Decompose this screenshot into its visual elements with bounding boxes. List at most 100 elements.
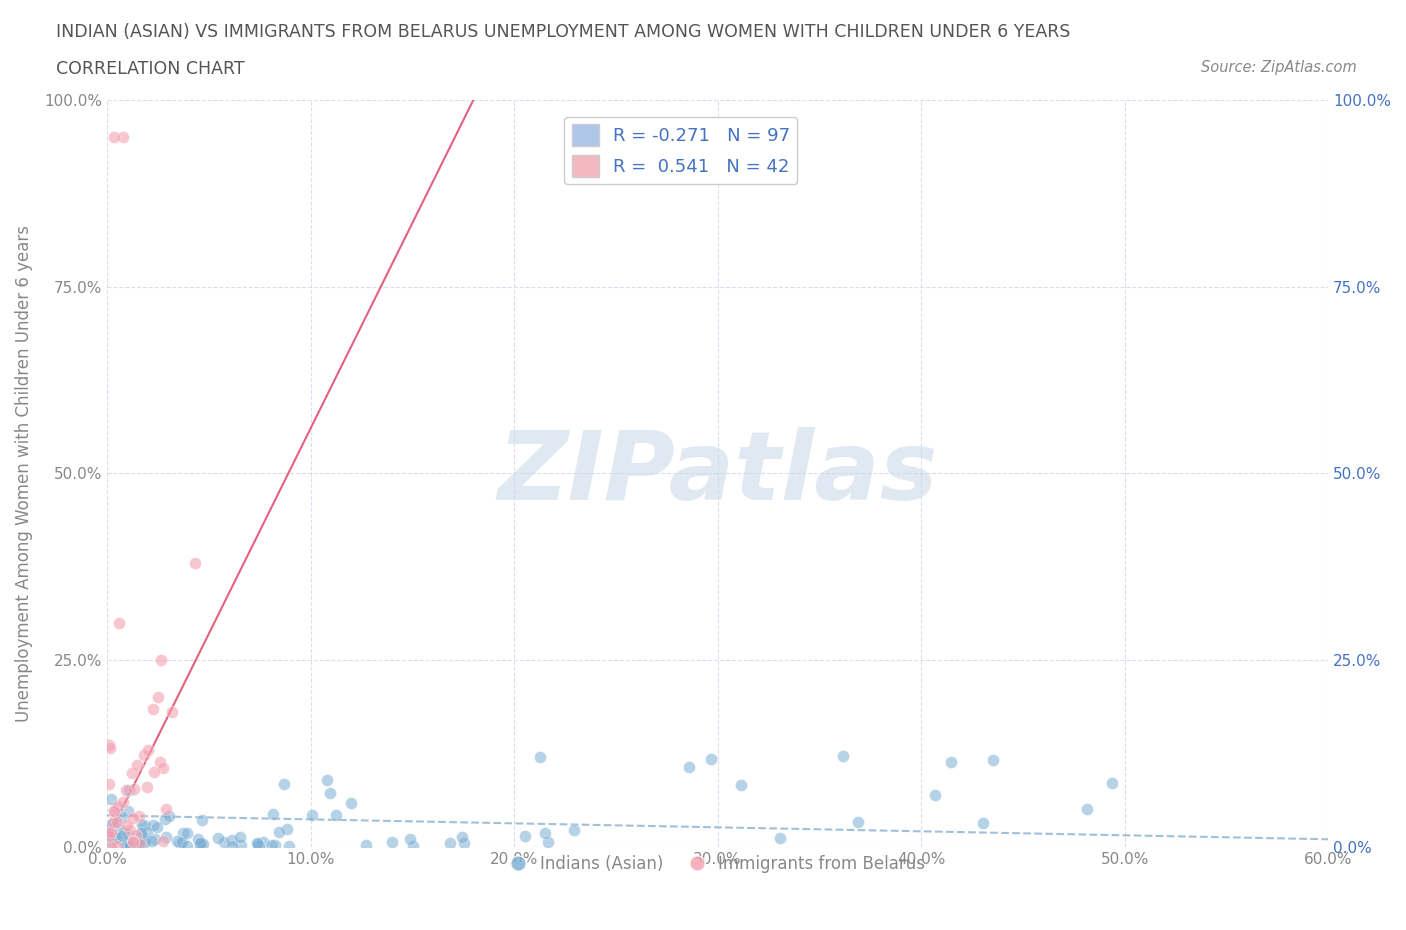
Point [118,839,141,854]
Point [100,825,122,840]
Point [107,839,129,854]
Point [107,801,129,816]
Point [176,839,198,854]
Point [121,765,143,780]
Point [267,824,290,839]
Point [273,777,295,791]
Point [98,777,121,791]
Point [107,799,129,814]
Point [264,838,287,853]
Point [120,835,142,850]
Point [98,740,121,755]
Point [127,757,149,772]
Text: INDIAN (ASIAN) VS IMMIGRANTS FROM BELARUS UNEMPLOYMENT AMONG WOMEN WITH CHILDREN: INDIAN (ASIAN) VS IMMIGRANTS FROM BELARU… [56,23,1070,41]
Point [153,812,176,827]
Point [187,831,209,846]
Point [152,833,174,848]
Text: CORRELATION CHART: CORRELATION CHART [56,60,245,78]
Point [105,830,128,845]
Point [142,701,165,716]
Point [276,822,298,837]
Point [439,836,461,851]
Point [221,832,243,847]
Point [125,828,148,843]
Point [207,830,229,845]
Point [129,836,152,851]
Point [98,820,121,835]
Point [136,742,159,757]
Point [128,808,150,823]
Point [146,820,169,835]
Point [131,817,153,832]
Point [152,761,174,776]
Point [193,836,215,851]
Point [128,836,150,851]
Point [131,829,153,844]
Point [229,830,252,844]
Point [515,829,537,844]
Point [132,748,155,763]
Point [118,823,141,838]
Point [134,834,156,849]
Point [98,826,121,841]
Point [121,811,143,826]
Point [191,813,214,828]
Point [176,826,198,841]
Point [832,749,855,764]
Point [100,839,122,854]
Y-axis label: Unemployment Among Women with Children Under 6 years: Unemployment Among Women with Children U… [15,225,32,722]
Point [117,817,139,832]
Point [301,807,323,822]
Point [111,809,134,824]
Point [246,836,269,851]
Point [730,777,752,792]
Point [101,830,124,844]
Point [160,705,183,720]
Point [112,130,135,145]
Point [122,835,145,850]
Point [118,782,141,797]
Point [105,814,128,829]
Point [262,806,284,821]
Point [277,838,299,853]
Point [340,795,363,810]
Point [700,751,723,766]
Point [972,816,994,830]
Point [529,750,551,764]
Point [247,839,270,854]
Point [319,786,342,801]
Legend: Indians (Asian), Immigrants from Belarus: Indians (Asian), Immigrants from Belarus [503,848,932,880]
Point [101,817,124,831]
Point [148,690,170,705]
Point [325,807,347,822]
Point [104,815,127,830]
Point [101,815,124,830]
Point [214,834,236,849]
Point [142,764,165,779]
Point [117,827,139,842]
Point [398,832,420,847]
Point [562,822,585,837]
Point [98,828,121,843]
Point [117,804,139,818]
Point [121,834,143,849]
Point [118,838,141,853]
Point [169,836,191,851]
Point [1076,802,1098,817]
Point [315,772,337,787]
Point [188,836,211,851]
Point [149,755,172,770]
Point [157,809,180,824]
Point [108,616,131,631]
Point [98,829,121,844]
Point [184,555,207,570]
Point [132,817,155,832]
Point [260,838,283,853]
Point [127,835,149,850]
Point [111,794,134,809]
Point [769,830,792,845]
Point [110,823,132,838]
Point [166,833,188,848]
Point [103,804,125,818]
Point [172,826,194,841]
